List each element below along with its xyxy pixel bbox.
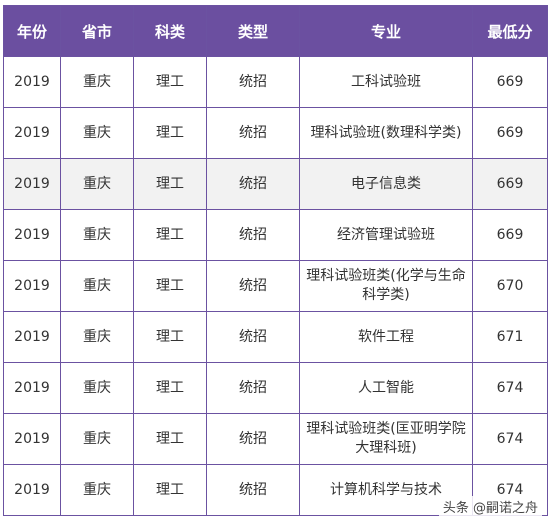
cell-type: 统招 xyxy=(206,158,300,210)
cell-province: 重庆 xyxy=(60,158,134,210)
table-row: 2019 重庆 理工 统招 人工智能 674 xyxy=(3,362,548,414)
cell-province: 重庆 xyxy=(60,464,134,516)
cell-type: 统招 xyxy=(206,209,300,261)
cell-min-score: 669 xyxy=(472,107,548,159)
cell-year: 2019 xyxy=(3,362,61,414)
cell-province: 重庆 xyxy=(60,362,134,414)
header-year: 年份 xyxy=(3,5,61,57)
cell-subject: 理工 xyxy=(133,464,207,516)
cell-province: 重庆 xyxy=(60,413,134,465)
header-type: 类型 xyxy=(206,5,300,57)
cell-subject: 理工 xyxy=(133,107,207,159)
header-major: 专业 xyxy=(299,5,473,57)
cell-province: 重庆 xyxy=(60,56,134,108)
cell-major: 工科试验班 xyxy=(299,56,473,108)
cell-major: 电子信息类 xyxy=(299,158,473,210)
cell-type: 统招 xyxy=(206,311,300,363)
header-min-score: 最低分 xyxy=(472,5,548,57)
cell-year: 2019 xyxy=(3,464,61,516)
cell-type: 统招 xyxy=(206,56,300,108)
cell-year: 2019 xyxy=(3,260,61,312)
table-row: 2019 重庆 理工 统招 工科试验班 669 xyxy=(3,56,548,108)
cell-subject: 理工 xyxy=(133,209,207,261)
cell-type: 统招 xyxy=(206,464,300,516)
cell-major: 理科试验班类(匡亚明学院大理科班) xyxy=(299,413,473,465)
table-row: 2019 重庆 理工 统招 理科试验班(数理科学类) 669 xyxy=(3,107,548,159)
table-row: 2019 重庆 理工 统招 理科试验班类(化学与生命科学类) 670 xyxy=(3,260,548,312)
cell-type: 统招 xyxy=(206,260,300,312)
cell-subject: 理工 xyxy=(133,158,207,210)
admission-score-table: 年份 省市 科类 类型 专业 最低分 2019 重庆 理工 统招 工科试验班 6… xyxy=(3,5,548,516)
cell-major: 理科试验班(数理科学类) xyxy=(299,107,473,159)
cell-min-score: 674 xyxy=(472,362,548,414)
table-header-row: 年份 省市 科类 类型 专业 最低分 xyxy=(3,5,548,57)
header-subject: 科类 xyxy=(133,5,207,57)
cell-min-score: 669 xyxy=(472,209,548,261)
watermark: 头条 @嗣诺之舟 xyxy=(438,496,542,517)
cell-type: 统招 xyxy=(206,413,300,465)
cell-year: 2019 xyxy=(3,413,61,465)
cell-major: 理科试验班类(化学与生命科学类) xyxy=(299,260,473,312)
cell-year: 2019 xyxy=(3,107,61,159)
cell-province: 重庆 xyxy=(60,311,134,363)
cell-min-score: 669 xyxy=(472,56,548,108)
cell-subject: 理工 xyxy=(133,311,207,363)
table-row: 2019 重庆 理工 统招 理科试验班类(匡亚明学院大理科班) 674 xyxy=(3,413,548,465)
cell-year: 2019 xyxy=(3,56,61,108)
cell-province: 重庆 xyxy=(60,209,134,261)
cell-subject: 理工 xyxy=(133,260,207,312)
header-province: 省市 xyxy=(60,5,134,57)
cell-subject: 理工 xyxy=(133,362,207,414)
cell-year: 2019 xyxy=(3,311,61,363)
cell-major: 经济管理试验班 xyxy=(299,209,473,261)
cell-type: 统招 xyxy=(206,107,300,159)
table-row: 2019 重庆 理工 统招 电子信息类 669 xyxy=(3,158,548,210)
cell-min-score: 669 xyxy=(472,158,548,210)
cell-min-score: 671 xyxy=(472,311,548,363)
cell-subject: 理工 xyxy=(133,413,207,465)
cell-min-score: 674 xyxy=(472,413,548,465)
cell-subject: 理工 xyxy=(133,56,207,108)
table-row: 2019 重庆 理工 统招 软件工程 671 xyxy=(3,311,548,363)
cell-min-score: 670 xyxy=(472,260,548,312)
cell-type: 统招 xyxy=(206,362,300,414)
cell-major: 软件工程 xyxy=(299,311,473,363)
table-row: 2019 重庆 理工 统招 经济管理试验班 669 xyxy=(3,209,548,261)
cell-year: 2019 xyxy=(3,158,61,210)
cell-year: 2019 xyxy=(3,209,61,261)
cell-major: 人工智能 xyxy=(299,362,473,414)
cell-province: 重庆 xyxy=(60,260,134,312)
cell-province: 重庆 xyxy=(60,107,134,159)
